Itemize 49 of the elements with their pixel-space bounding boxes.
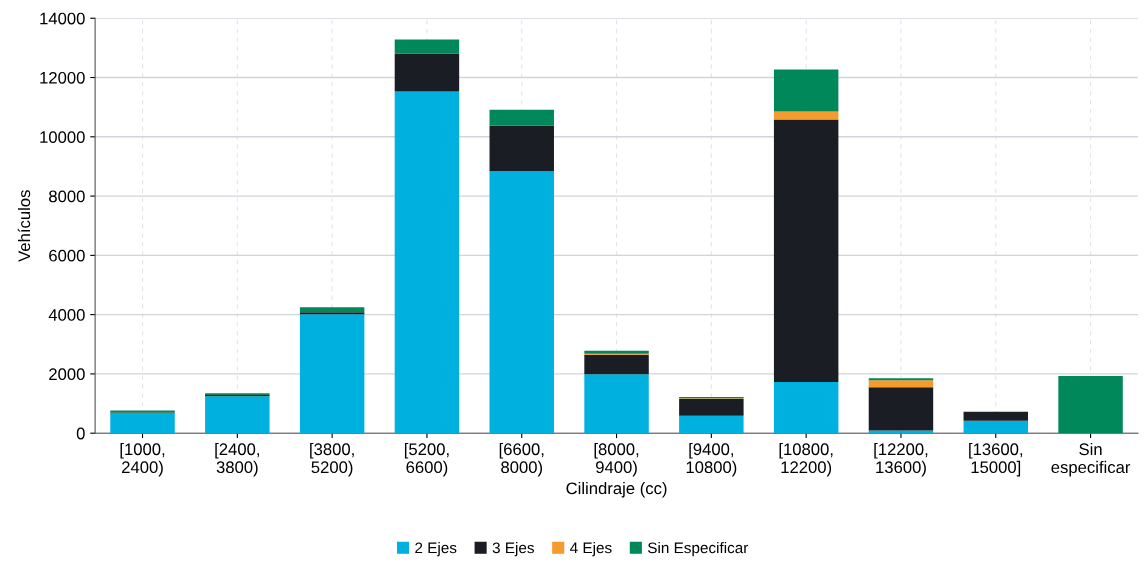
y-tick-label: 0 [76, 427, 85, 440]
y-tick-label: 8000 [49, 190, 85, 203]
x-tick-label: Sin especificar [1051, 442, 1131, 477]
x-tick-label: [5200, 6600) [404, 442, 449, 477]
x-axis-title: Cilindraje (cc) [566, 481, 667, 498]
x-tick-label: [12200, 13600) [874, 442, 928, 477]
bar [394, 39, 460, 54]
bar [868, 387, 934, 431]
bar [110, 413, 175, 434]
bar [584, 354, 649, 375]
bar [299, 314, 365, 434]
legend-label: 3 Ejes [492, 542, 534, 557]
x-tick-label: [8000, 9400) [594, 442, 639, 477]
bar [773, 111, 839, 120]
y-tick-label: 2000 [49, 368, 85, 381]
bar [679, 398, 744, 416]
x-tick-label: [9400, 10800) [686, 442, 737, 477]
x-tick-label: [1000, 2400) [120, 442, 165, 477]
bar [773, 381, 839, 434]
y-tick-label: 10000 [40, 131, 85, 143]
bar [1058, 375, 1123, 434]
bar [963, 420, 1028, 434]
bar [394, 91, 460, 434]
bar [489, 171, 554, 434]
y-axis-title: Vehículos [17, 190, 31, 262]
bar [773, 119, 839, 382]
bar [679, 415, 744, 434]
y-tick-label: 14000 [40, 12, 85, 25]
bar [489, 109, 554, 126]
bar [963, 411, 1028, 421]
y-tick-label: 6000 [49, 249, 85, 262]
bar [205, 396, 270, 434]
x-tick-label: [6600, 8000) [499, 442, 544, 477]
x-tick-label: [3800, 5200) [310, 442, 354, 477]
x-tick-label: [13600, 15000] [969, 442, 1023, 477]
legend-label: 2 Ejes [415, 542, 457, 557]
bar [584, 374, 649, 434]
bar [394, 53, 460, 92]
x-tick-label: [10800, 12200) [779, 442, 833, 477]
x-tick-label: [2400, 3800) [215, 442, 259, 477]
legend-label: Sin Especificar [647, 542, 749, 557]
y-tick-label: 4000 [48, 309, 85, 321]
bar [773, 69, 839, 112]
bar [489, 125, 554, 172]
bar [299, 312, 365, 315]
bar [299, 307, 365, 313]
legend-label: 4 Ejes [570, 542, 612, 557]
bar [868, 380, 934, 388]
y-tick-label: 12000 [40, 71, 85, 84]
